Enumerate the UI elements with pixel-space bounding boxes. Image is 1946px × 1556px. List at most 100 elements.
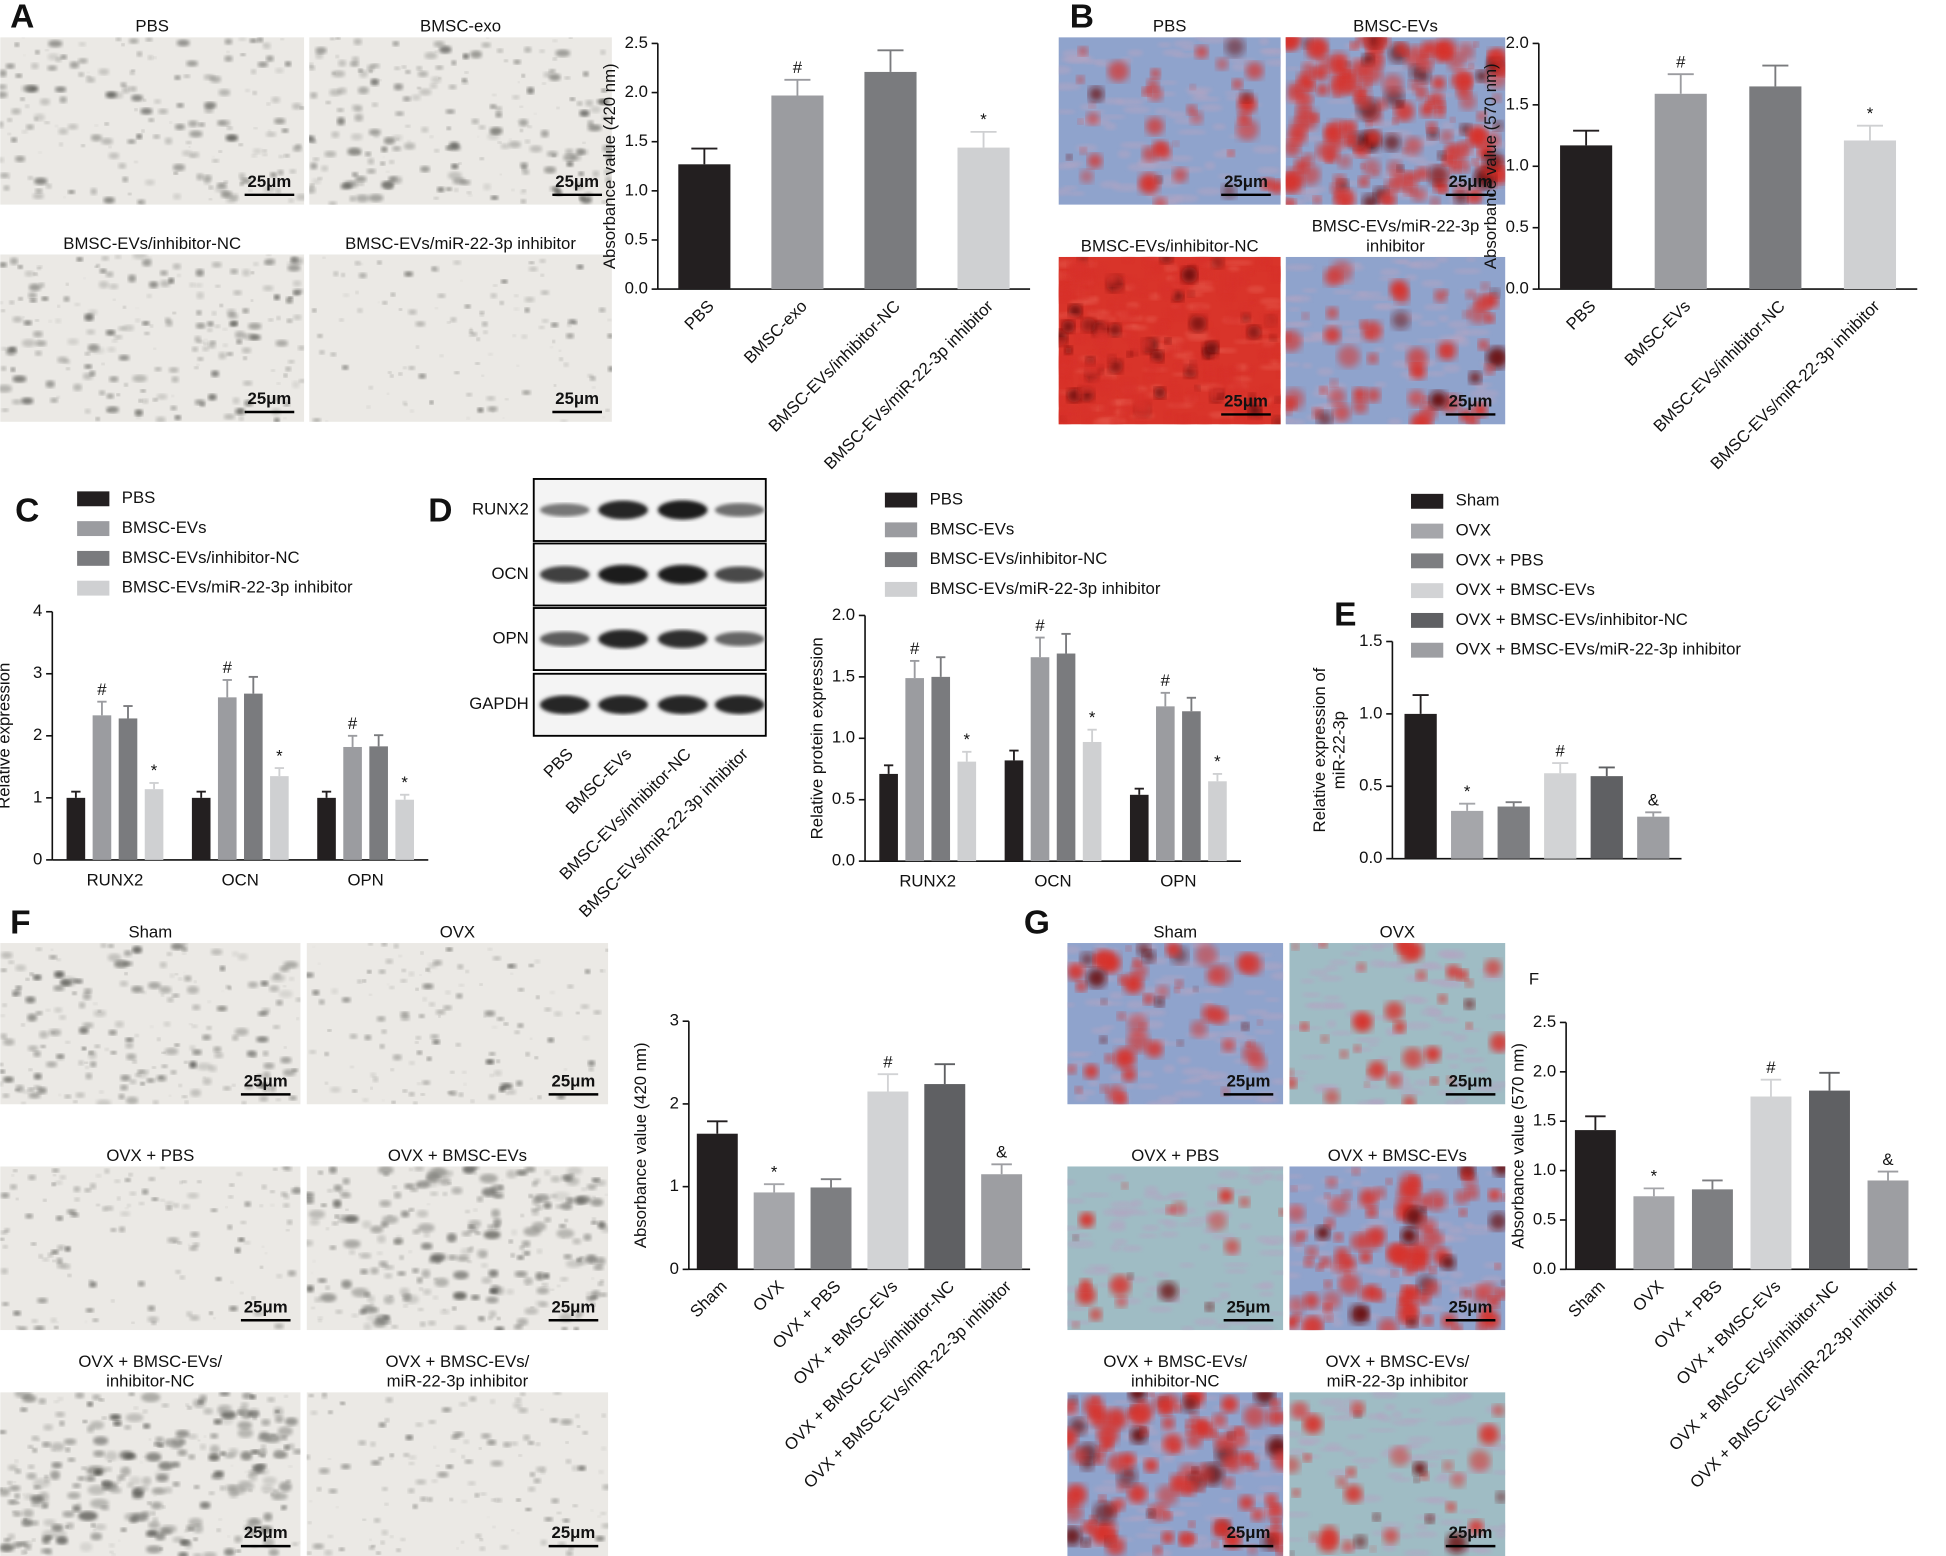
mineral-node [1316,410,1333,425]
cell-stain [470,1099,475,1104]
cell-stain [298,1541,301,1545]
cell-stain [108,283,119,290]
mineral-node [1172,1201,1187,1216]
mineral-node [1430,1076,1439,1086]
cell-stain [118,354,130,361]
cell-stain [428,1002,436,1007]
mineral-node [1401,50,1408,57]
cell-stain [412,1504,418,1509]
mineral-node [1086,350,1094,357]
mineral-node [1300,1022,1309,1031]
cell-stain [435,65,444,70]
cell-stain [253,262,259,267]
cell-stain [12,316,23,323]
cell [1300,1054,1326,1060]
mineral-node [1090,1406,1100,1417]
cell-stain [119,1084,129,1091]
cell [1109,991,1124,1000]
micrograph-bg [309,254,612,422]
mineral-node [1107,300,1116,309]
cell [1306,1002,1330,1010]
cell-stain [548,69,556,73]
cell-stain [495,106,503,112]
scale-bar-label: 25μm [1224,172,1268,191]
cell-stain [455,1043,461,1047]
cell [1399,1088,1423,1093]
cell-stain [33,1325,45,1331]
cell-stain [238,416,244,421]
mineral-node [1196,1484,1205,1493]
cell-stain [601,1446,607,1451]
cell-stain [145,1530,158,1538]
cell-stain [536,995,540,1000]
mineral-node [1211,382,1229,400]
mineral-node [1441,346,1452,356]
mineral-node [1067,1483,1087,1506]
cell-stain [417,70,429,77]
cell-stain [434,1041,438,1044]
cell-stain [486,37,490,39]
bar [144,789,164,860]
cell-stain [30,1494,44,1503]
mineral-node [1264,1493,1278,1507]
mineral-node [1271,321,1281,336]
mineral-node [1139,292,1146,298]
mineral-node [1076,75,1085,84]
cell-stain [368,943,373,946]
cell-stain [492,93,497,96]
bar [924,1084,966,1270]
legend-swatch [884,522,918,538]
cell-stain [597,1281,604,1287]
mineral-node [1174,987,1180,993]
cell-stain [379,1043,385,1049]
cell-stain [3,1538,11,1542]
cell-stain [217,119,231,127]
cell-stain [92,1529,97,1532]
cell-stain [330,37,335,40]
panel-letter: F [10,904,30,941]
cell-stain [141,1188,149,1195]
cell-stain [362,1518,366,1521]
cell-stain [293,314,302,321]
cell [1453,268,1482,275]
cell [1471,1066,1488,1073]
panel-letter: C [15,492,39,529]
cell-stain [416,345,419,349]
mineral-node [1386,1178,1393,1185]
cell-stain [186,1311,193,1317]
cell-stain [99,390,106,396]
cell-stain [370,1225,384,1234]
mineral-node [1088,86,1104,102]
mineral-node [1076,272,1090,286]
cell-stain [284,181,289,184]
cell-stain [288,359,295,364]
micrograph-texture [309,254,612,422]
cell-stain [553,384,557,387]
mineral-node [1440,129,1454,143]
cell-stain [107,346,116,353]
cell-stain [160,993,165,997]
cell-stain [601,114,609,121]
mineral-node [1297,72,1315,91]
mineral-node [1429,391,1448,409]
cell [1062,49,1084,58]
cell [1444,1449,1459,1455]
cell-stain [32,330,43,338]
cell-stain [500,143,510,149]
cell [1430,979,1459,987]
significance-mark: & [996,1143,1007,1162]
cell-stain [435,50,438,53]
mineral-node [1310,113,1319,122]
cell-stain [111,1299,115,1303]
cell-stain [141,1476,152,1486]
cell-stain [34,177,48,185]
cell-stain [486,396,496,401]
cell-stain [7,177,10,179]
panel-letter: D [428,492,452,529]
cell [1415,1454,1443,1460]
cell-stain [194,283,203,288]
cell-stain [412,1229,420,1235]
cell-stain [599,1292,608,1297]
cell-stain [39,1030,49,1039]
